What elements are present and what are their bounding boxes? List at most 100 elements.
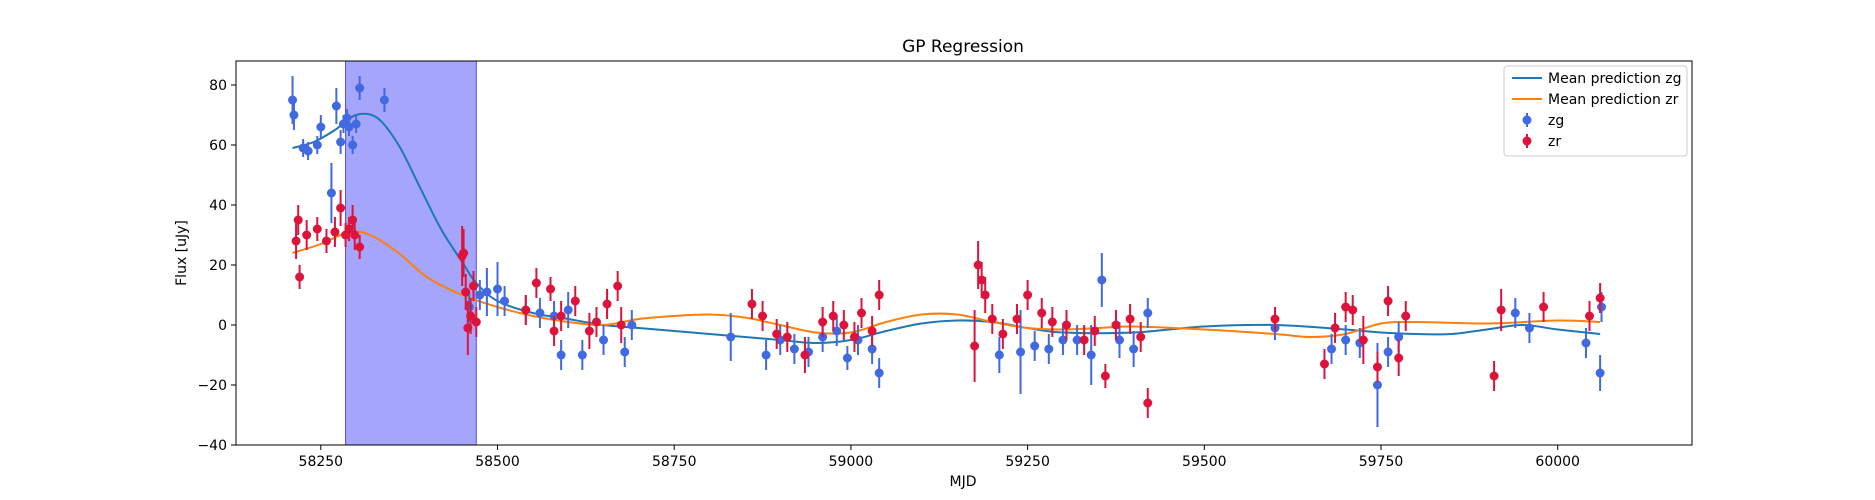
marker (1330, 323, 1340, 333)
point-zr (1358, 316, 1368, 364)
marker (613, 281, 623, 291)
point-zg (289, 100, 299, 130)
marker (584, 326, 594, 336)
point-zg (493, 262, 503, 316)
point-zr (613, 271, 623, 301)
point-zr (1090, 316, 1100, 346)
point-zr (461, 274, 471, 310)
marker (546, 284, 556, 294)
point-zr (602, 289, 612, 319)
marker (330, 227, 340, 237)
point-zr (355, 235, 365, 259)
marker (1319, 359, 1329, 369)
marker (994, 350, 1004, 360)
point-zr (800, 337, 810, 373)
prediction-curves (292, 112, 1601, 345)
point-zr (828, 301, 838, 331)
marker (857, 308, 867, 318)
marker (1581, 338, 1591, 348)
marker (348, 140, 358, 150)
marker (839, 320, 849, 330)
marker (1270, 314, 1280, 324)
point-zg (1524, 313, 1534, 343)
point-zr (459, 229, 469, 277)
point-zg (316, 115, 326, 139)
point-zr (970, 310, 980, 382)
marker (1016, 347, 1026, 357)
point-zr (1394, 340, 1404, 376)
legend-entry: Mean prediction zg (1512, 71, 1682, 87)
point-zr (350, 220, 360, 250)
x-tick-label: 59000 (829, 454, 874, 470)
point-zr (867, 316, 877, 346)
point-zr (758, 301, 768, 331)
marker (1358, 335, 1368, 345)
marker (1023, 290, 1033, 300)
marker (1114, 335, 1124, 345)
point-zg (1044, 334, 1054, 364)
marker (1037, 308, 1047, 318)
marker (342, 113, 352, 123)
marker (998, 329, 1008, 339)
marker (521, 305, 531, 315)
data-points (288, 76, 1607, 427)
marker (1372, 380, 1382, 390)
marker (1383, 347, 1393, 357)
marker (1044, 344, 1054, 354)
legend-label: Mean prediction zr (1548, 92, 1679, 108)
point-zr (1341, 292, 1351, 322)
marker (620, 347, 630, 357)
marker (1383, 296, 1393, 306)
marker (747, 299, 757, 309)
marker (379, 95, 389, 105)
point-zr (549, 316, 559, 346)
point-zr (295, 265, 305, 289)
marker (293, 215, 303, 225)
point-zg (331, 88, 341, 124)
marker (758, 311, 768, 321)
marker (1394, 353, 1404, 363)
marker (344, 122, 354, 132)
marker (577, 350, 587, 360)
point-zr (1319, 349, 1329, 379)
marker (1072, 335, 1082, 345)
marker (1079, 335, 1089, 345)
point-zg (312, 136, 322, 154)
point-zr (1496, 289, 1506, 331)
marker (1136, 332, 1146, 342)
point-zr (1047, 307, 1057, 337)
point-zr (302, 220, 312, 250)
marker (726, 332, 736, 342)
point-zg (1086, 325, 1096, 385)
point-zr (998, 319, 1008, 349)
point-zg (994, 337, 1004, 373)
point-zr (818, 307, 828, 337)
point-zr (1125, 304, 1135, 334)
marker (1058, 335, 1068, 345)
marker (591, 317, 601, 327)
marker (1090, 326, 1100, 336)
marker (482, 287, 492, 297)
marker (761, 350, 771, 360)
point-zr (468, 271, 478, 301)
marker (1372, 362, 1382, 372)
marker (1401, 311, 1411, 321)
marker (1496, 305, 1506, 315)
point-zg (336, 130, 346, 154)
point-zg (344, 118, 354, 136)
marker (344, 224, 354, 234)
point-zr (1539, 292, 1549, 322)
marker (1111, 320, 1121, 330)
marker (350, 230, 360, 240)
marker (874, 290, 884, 300)
point-zg (599, 325, 609, 355)
x-tick-label: 60000 (1535, 454, 1580, 470)
point-zg (789, 334, 799, 364)
marker (312, 224, 322, 234)
marker (312, 140, 322, 150)
point-zg (832, 316, 842, 346)
y-tick-label: 0 (218, 318, 227, 334)
point-zr (782, 322, 792, 352)
marker (556, 350, 566, 360)
legend-box (1503, 65, 1688, 157)
